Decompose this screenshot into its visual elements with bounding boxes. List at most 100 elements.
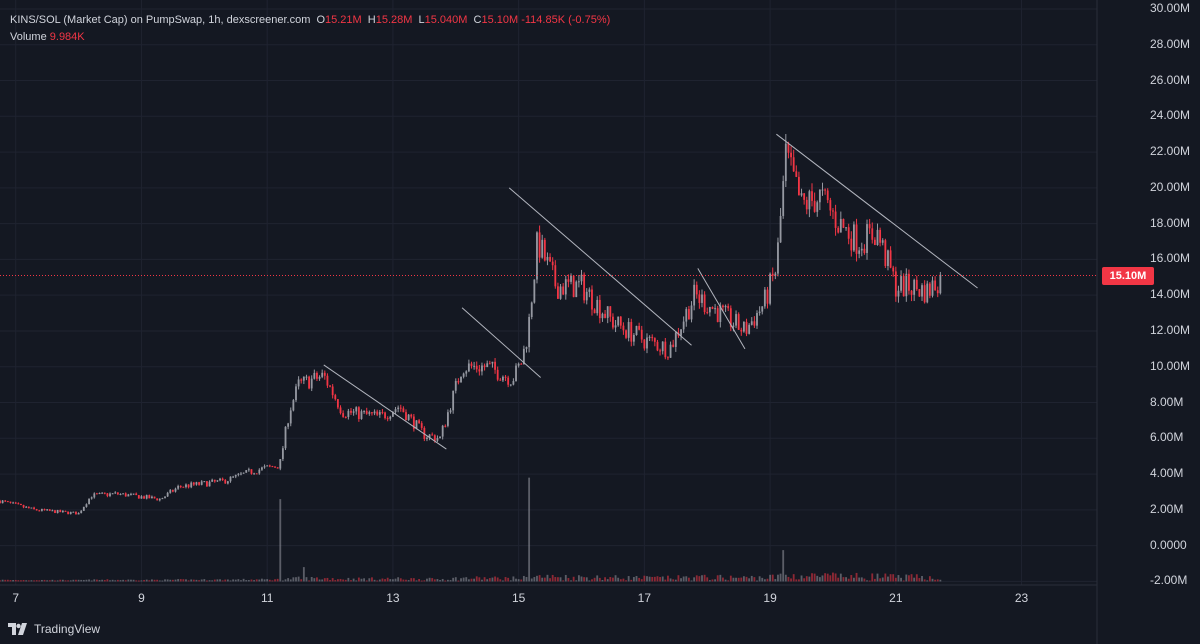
- volume-bar: [845, 577, 847, 582]
- candle-body: [782, 181, 785, 216]
- volume-bar: [651, 576, 654, 582]
- candle-body: [496, 369, 499, 380]
- volume-bar: [481, 579, 483, 582]
- volume-bar: [813, 573, 816, 582]
- volume-bar: [850, 575, 853, 582]
- volume-bar: [750, 575, 753, 582]
- candle-body: [318, 376, 321, 379]
- volume-bar: [156, 579, 159, 582]
- volume-bar: [758, 576, 761, 582]
- candle-body: [674, 332, 677, 347]
- candle-body: [229, 476, 232, 482]
- candle-body: [198, 482, 200, 485]
- candle-body: [866, 224, 868, 253]
- candle-body: [701, 294, 703, 303]
- candle-body: [295, 386, 297, 401]
- volume-bar: [206, 580, 208, 582]
- volume-bar: [98, 580, 101, 582]
- candle-body: [520, 363, 523, 365]
- volume-bar: [17, 580, 20, 582]
- volume-bar: [20, 580, 22, 582]
- candle-body: [614, 325, 617, 328]
- volume-bar: [475, 576, 478, 582]
- volume-bar: [27, 580, 30, 582]
- candle-body: [397, 407, 400, 410]
- volume-bar: [258, 579, 261, 582]
- volume-bar: [669, 578, 672, 582]
- volume-bar: [808, 576, 811, 582]
- candle-body: [481, 365, 483, 372]
- candle-body: [224, 479, 227, 484]
- volume-bar: [211, 580, 214, 582]
- candle-body: [625, 330, 627, 338]
- volume-bar: [541, 577, 544, 582]
- candle-body: [894, 271, 897, 297]
- volume-bar: [177, 579, 180, 582]
- volume-bar: [543, 577, 546, 582]
- candle-body: [145, 495, 148, 499]
- candle-body: [208, 481, 211, 487]
- volume-bar: [59, 579, 62, 582]
- y-tick-label: -2.00M: [1150, 573, 1188, 588]
- candle-body: [515, 365, 517, 382]
- volume-bar: [716, 575, 719, 582]
- candle-body: [357, 407, 360, 420]
- volume-bar: [161, 580, 164, 582]
- y-tick-label: 16.00M: [1150, 251, 1191, 266]
- volume-bar: [195, 579, 198, 582]
- candle-body: [30, 507, 33, 509]
- candle-body: [245, 470, 248, 473]
- volume-bar: [329, 580, 331, 582]
- volume-bar: [711, 579, 714, 582]
- candle-body: [171, 490, 174, 492]
- volume-bar: [853, 577, 855, 582]
- candle-body: [758, 311, 761, 313]
- candle-body: [792, 157, 795, 172]
- candle-body: [156, 498, 159, 501]
- volume-bar: [509, 580, 512, 582]
- candle-body: [410, 414, 413, 417]
- candle-body: [460, 376, 462, 383]
- volume-bar: [816, 575, 819, 582]
- candle-body: [250, 469, 253, 474]
- candle-body: [386, 418, 389, 420]
- trendline: [508, 187, 692, 346]
- candle-body: [722, 305, 724, 308]
- candle-body: [114, 492, 117, 494]
- candle-body: [902, 276, 905, 297]
- volume-bar: [905, 574, 908, 582]
- candle-body: [56, 510, 59, 513]
- volume-bar: [834, 573, 837, 582]
- volume-bar: [4, 579, 7, 582]
- candle-body: [756, 312, 758, 326]
- candle-body: [368, 412, 371, 414]
- candle-body: [297, 379, 300, 387]
- trendline: [776, 133, 978, 289]
- y-tick-label: 4.00M: [1150, 466, 1184, 481]
- tradingview-logo[interactable]: TradingView: [8, 622, 100, 636]
- volume-bar: [494, 576, 496, 582]
- volume-bar: [737, 577, 740, 582]
- volume-bar: [114, 580, 117, 582]
- candle-body: [88, 498, 90, 505]
- candle-body: [103, 492, 106, 494]
- volume-bar: [140, 580, 143, 582]
- candle-body: [934, 280, 937, 291]
- volume-bar: [122, 579, 125, 582]
- candle-body: [334, 395, 337, 400]
- low-label: L: [418, 14, 425, 26]
- candle-body: [591, 289, 593, 310]
- volume-bar: [797, 579, 800, 582]
- y-tick-label: 8.00M: [1150, 394, 1184, 409]
- candle-body: [706, 312, 709, 314]
- volume-bar: [871, 573, 874, 582]
- volume-bar: [659, 577, 662, 582]
- candle-body: [606, 306, 609, 318]
- candle-body: [426, 437, 428, 440]
- candle-body: [667, 357, 669, 359]
- candle-body: [653, 338, 656, 342]
- volume-bar: [410, 578, 413, 582]
- candle-body: [25, 506, 28, 508]
- candle-body: [483, 365, 486, 368]
